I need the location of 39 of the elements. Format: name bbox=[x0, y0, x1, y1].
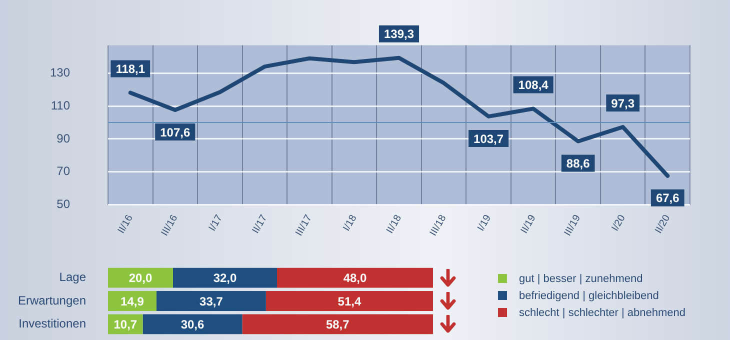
data-label: 67,6 bbox=[656, 191, 680, 206]
data-label: 14,9 bbox=[120, 294, 144, 308]
data-label: 10,7 bbox=[114, 318, 138, 332]
y-tick-label: 130 bbox=[50, 65, 70, 80]
x-tick-label: I/20 bbox=[610, 212, 628, 234]
y-tick-label: Erwartungen bbox=[18, 293, 86, 308]
legend-label: befriedigend | gleichbleibend bbox=[519, 290, 659, 302]
data-label: 58,7 bbox=[326, 318, 350, 332]
bar bbox=[266, 291, 433, 311]
x-tick-label: I/17 bbox=[207, 212, 226, 234]
legend-label: gut | besser | zunehmend bbox=[519, 272, 643, 284]
bar bbox=[242, 314, 433, 334]
data-label: 33,7 bbox=[200, 294, 224, 308]
y-tick-label: 110 bbox=[50, 98, 70, 112]
data-label: 139,3 bbox=[384, 27, 414, 42]
x-tick-label: I/18 bbox=[341, 212, 360, 234]
data-label: 103,7 bbox=[474, 132, 504, 146]
bar bbox=[108, 268, 173, 288]
data-label: 51,4 bbox=[338, 294, 362, 308]
data-label: 32,0 bbox=[213, 271, 237, 286]
data-label: 118,1 bbox=[116, 62, 146, 76]
bar bbox=[277, 268, 433, 288]
data-label: 48,0 bbox=[343, 271, 367, 286]
bar bbox=[173, 268, 277, 288]
y-tick-label: 90 bbox=[56, 131, 70, 146]
data-label: 97,3 bbox=[611, 96, 635, 110]
bar bbox=[142, 314, 242, 334]
bar bbox=[156, 291, 266, 311]
y-tick-label: 50 bbox=[56, 197, 70, 212]
data-label: 88,6 bbox=[566, 156, 590, 171]
data-label: 108,4 bbox=[518, 78, 549, 92]
x-tick-label: I/19 bbox=[476, 212, 494, 234]
data-label: 30,6 bbox=[180, 318, 204, 332]
data-label: 20,0 bbox=[128, 271, 152, 286]
y-tick-label: Lage bbox=[59, 270, 86, 284]
data-label: 107,6 bbox=[160, 125, 190, 140]
y-tick-label: 70 bbox=[56, 164, 70, 178]
legend-label: schlecht | schlechter | abnehmend bbox=[519, 306, 686, 318]
y-tick-label: Investitionen bbox=[18, 316, 86, 331]
